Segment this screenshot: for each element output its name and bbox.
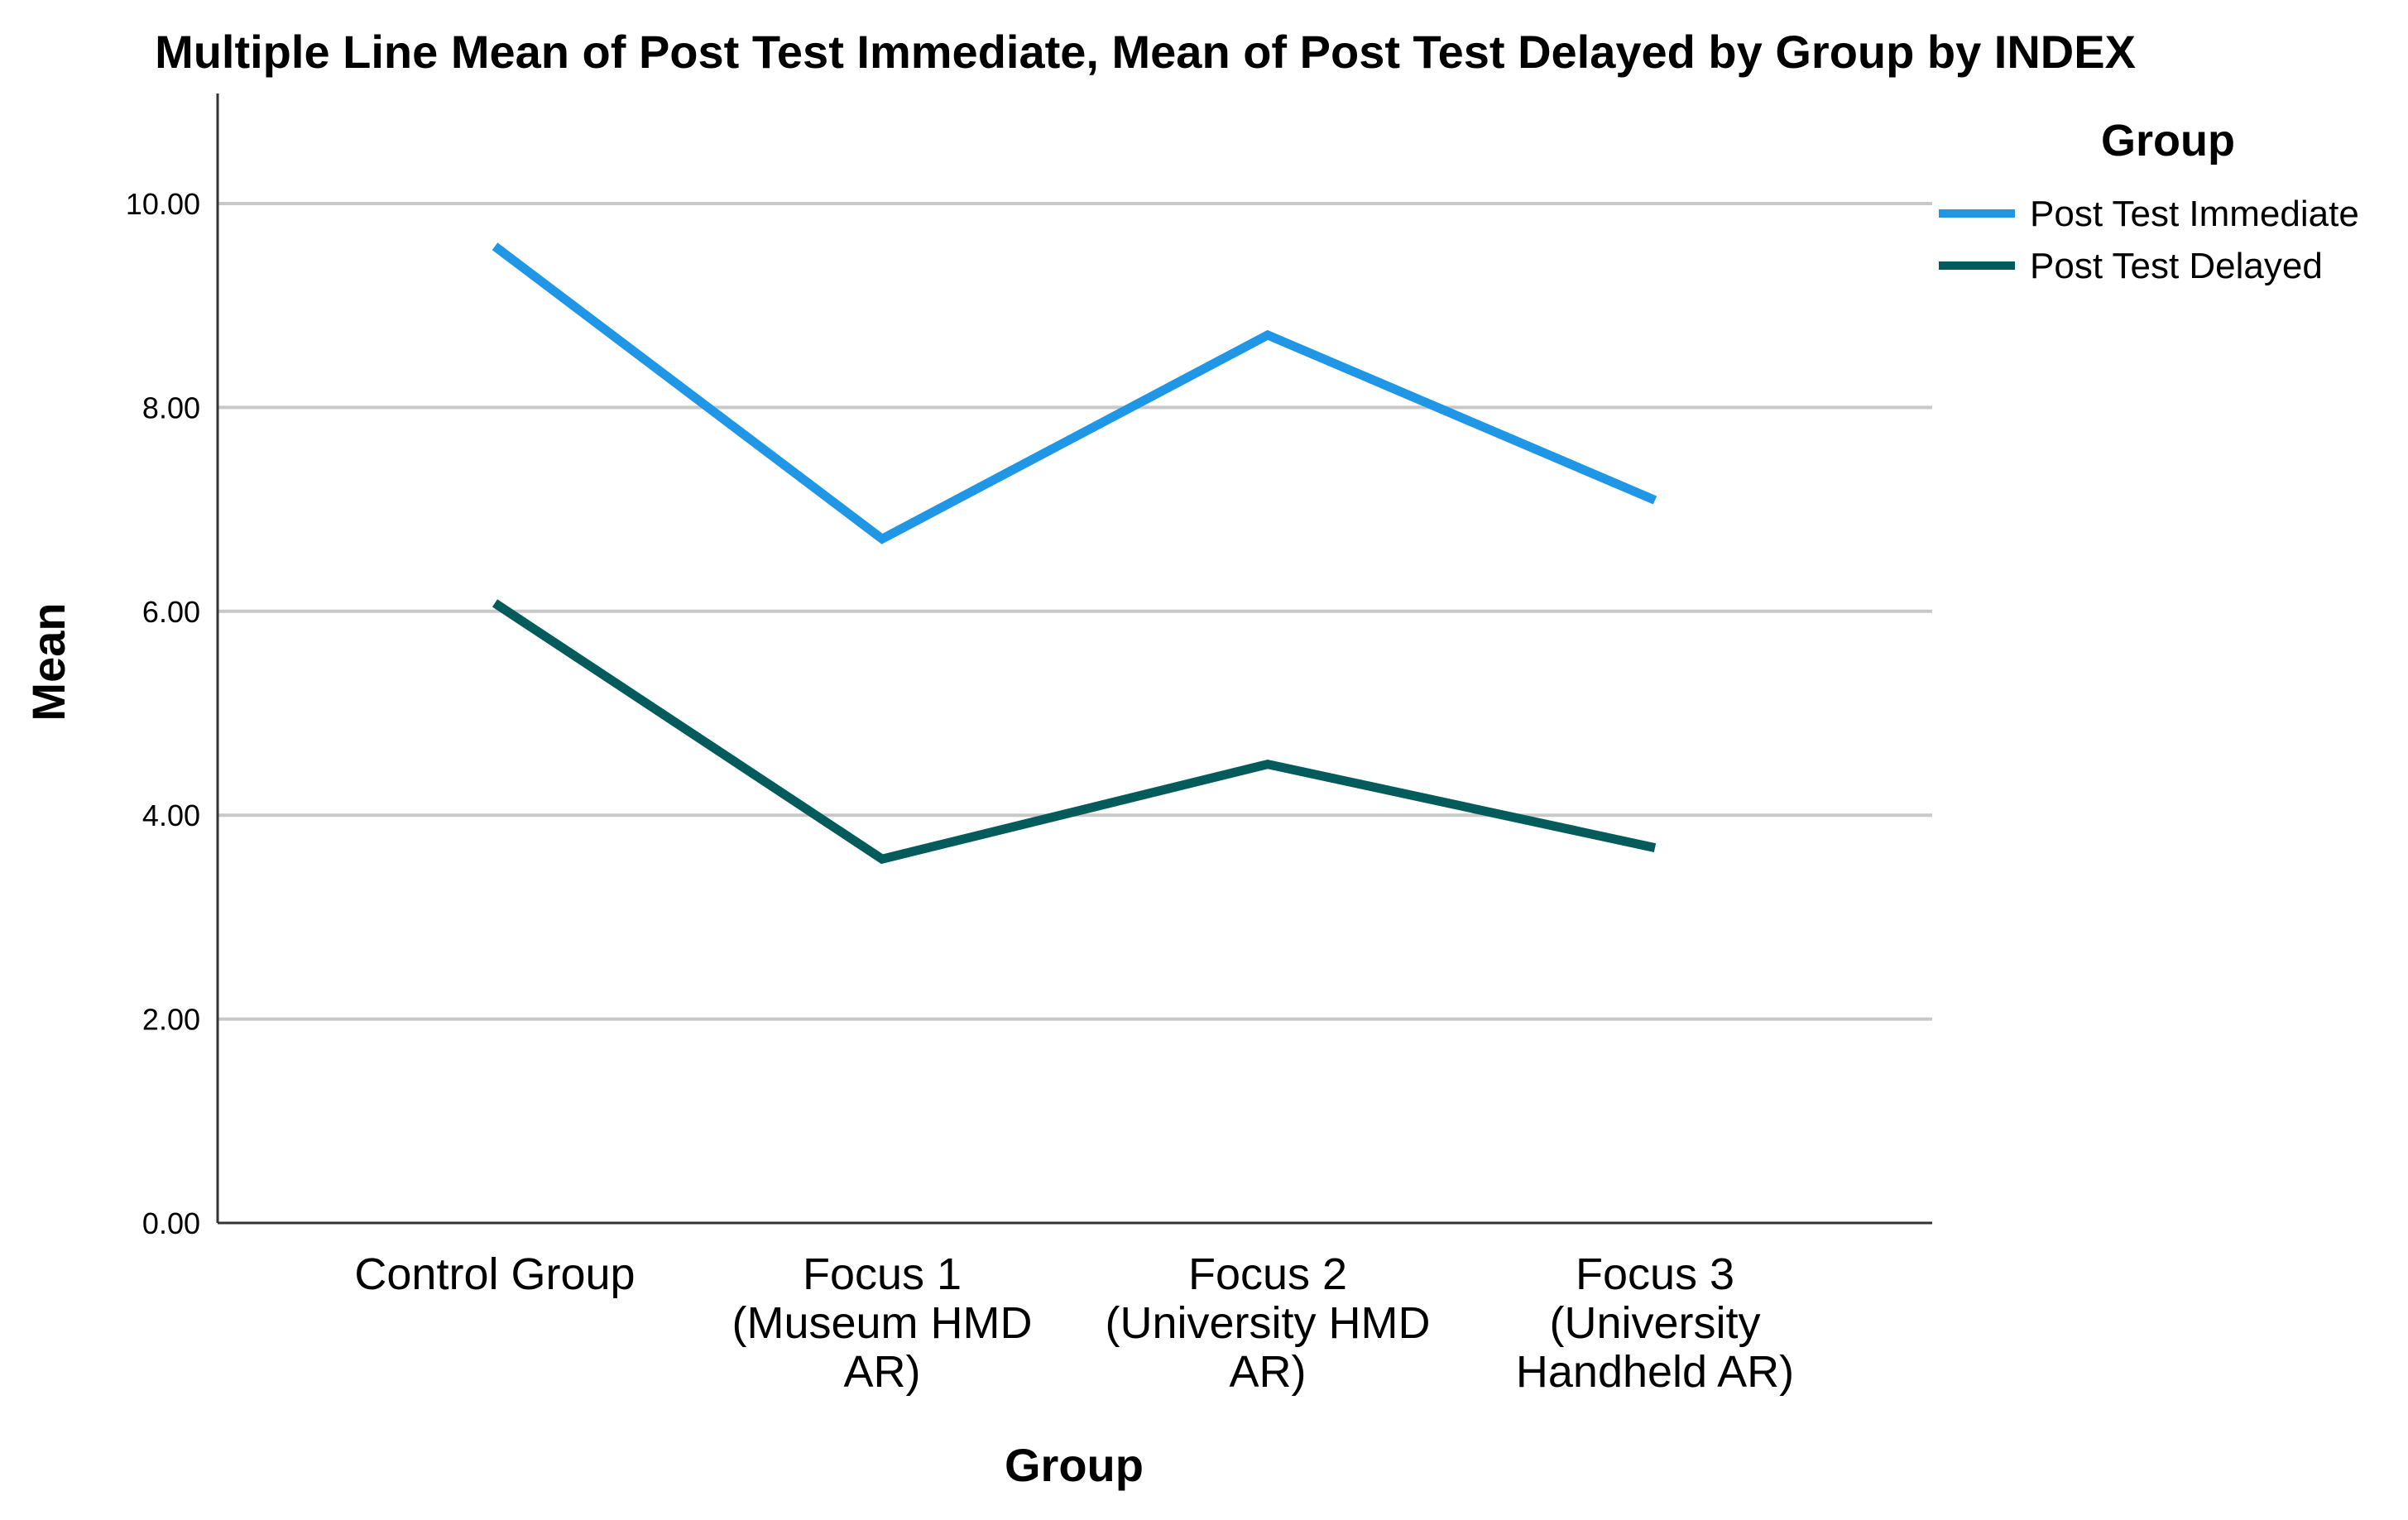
x-tick-label: Focus 2 (University HMD AR) [1105, 1249, 1430, 1397]
series-line-post-test-delayed [492, 599, 1657, 865]
legend-title: Group [2101, 116, 2235, 165]
x-tick-label-line: AR) [844, 1347, 921, 1397]
x-tick-label-line: (University [1549, 1298, 1760, 1348]
y-tick-label: 6.00 [142, 595, 200, 629]
x-axis-title: Group [1005, 1439, 1144, 1491]
x-tick-label: Focus 3 (University Handheld AR) [1516, 1249, 1794, 1397]
x-tick-label: Control Group [354, 1249, 635, 1299]
series-line-post-test-immediate [492, 242, 1657, 544]
y-tick-label: 4.00 [142, 798, 200, 832]
x-tick-label-line: Focus 2 [1188, 1249, 1347, 1299]
x-tick-label: Focus 1 (Museum HMD AR) [732, 1249, 1032, 1397]
y-tick-label: 8.00 [142, 391, 200, 424]
chart-title: Multiple Line Mean of Post Test Immediat… [155, 26, 2136, 78]
legend: Group Post Test Immediate Post Test Delay… [1939, 116, 2359, 286]
x-tick-label-line: (Museum HMD [732, 1298, 1032, 1348]
y-tick-label: 0.00 [142, 1206, 200, 1240]
x-tick-label-line: (University HMD [1105, 1298, 1430, 1348]
y-tick-label: 10.00 [126, 187, 200, 221]
y-axis-title: Mean [22, 602, 74, 721]
legend-label: Post Test Delayed [2030, 246, 2323, 286]
x-tick-label-line: Focus 3 [1576, 1249, 1734, 1299]
legend-label: Post Test Immediate [2030, 194, 2359, 234]
y-tick-label: 2.00 [142, 1003, 200, 1037]
x-tick-label-line: AR) [1230, 1347, 1307, 1397]
x-tick-label-line: Handheld AR) [1516, 1347, 1794, 1397]
x-tick-label-line: Control Group [354, 1249, 635, 1299]
x-tick-label-line: Focus 1 [803, 1249, 962, 1299]
